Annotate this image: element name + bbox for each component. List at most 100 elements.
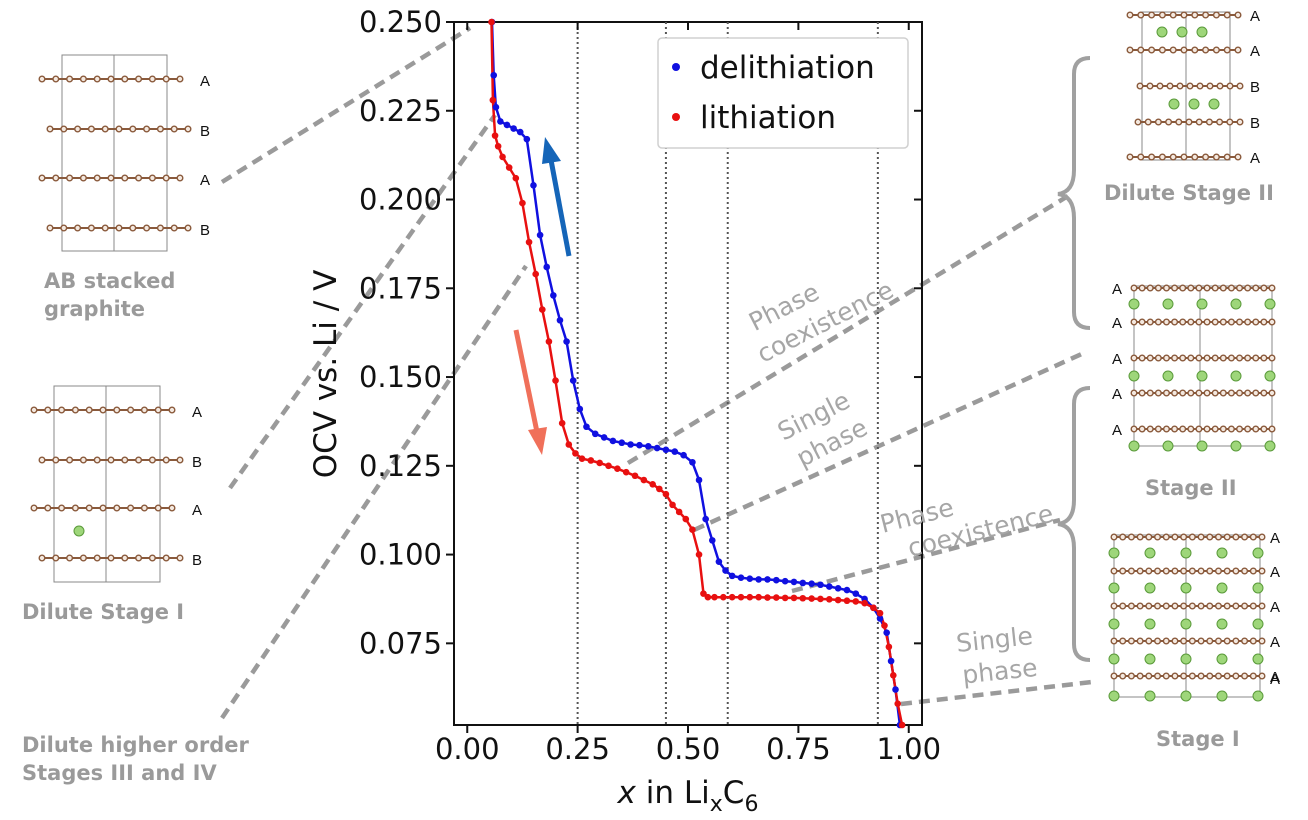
data-point-delithiation (680, 451, 687, 459)
carbon-atom (1187, 354, 1195, 362)
connector-lines (220, 26, 1093, 720)
carbon-atom (1187, 389, 1195, 397)
lithium-atom (1128, 440, 1140, 452)
carbon-atom (1138, 354, 1146, 362)
carbon-atom (1136, 82, 1144, 90)
carbon-atom (1223, 46, 1231, 54)
carbon-atom (162, 456, 170, 464)
data-point-delithiation (516, 128, 524, 136)
carbon-atom (52, 554, 60, 562)
carbon-atom (1211, 425, 1219, 433)
carbon-atom (1146, 425, 1154, 433)
unit-cell (1133, 285, 1273, 447)
ocv-chart: 0.0750.1000.1250.1500.1750.2000.2250.250… (308, 5, 941, 817)
structure-dilute-stage-1: A B A B (30, 385, 202, 583)
carbon-atom (1145, 567, 1153, 575)
caption-dilute-stage-1: Dilute Stage I (22, 600, 184, 624)
lithium-atom (1230, 440, 1242, 452)
unit-cell (1113, 534, 1261, 698)
carbon-atom (170, 224, 178, 232)
carbon-atom (176, 456, 184, 464)
carbon-atom (1110, 637, 1118, 645)
carbon-atom (1203, 389, 1211, 397)
data-point-lithiation (808, 595, 815, 602)
carbon-atom (1130, 425, 1138, 433)
lithium-atom (1144, 547, 1156, 559)
data-point-delithiation (695, 476, 703, 484)
data-point-lithiation (881, 622, 888, 629)
carbon-atom (46, 125, 54, 133)
data-point-delithiation (764, 576, 771, 583)
carbon-atom (1216, 82, 1224, 90)
data-point-delithiation (773, 576, 780, 584)
carbon-atom (1110, 533, 1118, 541)
structure-captions: AB stacked graphite Dilute Stage I Dilut… (22, 181, 1274, 785)
layer-label: A (1112, 386, 1122, 403)
carbon-atom (1130, 389, 1138, 397)
data-point-delithiation (662, 446, 670, 454)
lithium-atom (1196, 440, 1208, 452)
data-point-lithiation (817, 595, 824, 603)
carbon-atom (1244, 318, 1252, 326)
carbon-atom (1203, 318, 1211, 326)
carbon-atom (1206, 672, 1214, 680)
lithium-atom (1144, 618, 1156, 630)
carbon-atom (1180, 567, 1188, 575)
carbon-atom (121, 174, 129, 182)
carbon-atom (46, 224, 54, 232)
carbon-atom (66, 75, 74, 83)
carbon-atom (1130, 318, 1138, 326)
carbon-atom (1206, 637, 1214, 645)
legend-label-delithiation: delithiation (700, 50, 875, 86)
data-point-delithiation (746, 575, 754, 583)
carbon-atom (1212, 153, 1220, 161)
connector-dilute-stage-2 (626, 194, 1070, 465)
data-point-delithiation (569, 377, 577, 384)
carbon-atom (101, 125, 109, 133)
layer-label: A (1270, 634, 1280, 651)
data-point-lithiation (689, 526, 696, 534)
legend-label-lithiation: lithiation (700, 100, 836, 136)
carbon-atom (1252, 354, 1260, 362)
carbon-atom (121, 75, 129, 83)
carbon-atom (79, 75, 87, 83)
carbon-atom (1138, 389, 1146, 397)
data-point-delithiation (583, 423, 590, 431)
carbon-atom (121, 554, 129, 562)
carbon-atom (1154, 672, 1162, 680)
carbon-atom (1226, 118, 1234, 126)
carbon-atom (1162, 318, 1170, 326)
carbon-atom (1191, 11, 1199, 19)
carbon-atom (135, 75, 143, 83)
lithiation-arrow (513, 329, 547, 455)
carbon-atom (184, 125, 192, 133)
carbon-atom (129, 224, 137, 232)
carbon-atom (1137, 11, 1145, 19)
layer-label: A (200, 73, 210, 90)
data-point-delithiation (653, 444, 661, 452)
lithium-atom (1128, 298, 1140, 310)
carbon-atom (71, 504, 79, 512)
carbon-atom (1144, 118, 1152, 126)
carbon-atom (93, 174, 101, 182)
carbon-atom (1162, 425, 1170, 433)
carbon-atom (1260, 354, 1268, 362)
data-point-lithiation (622, 468, 630, 476)
lithium-atom (1252, 582, 1264, 594)
layer-label: B (1250, 115, 1260, 132)
lithium-atom (1108, 547, 1120, 559)
carbon-atom (1119, 672, 1127, 680)
carbon-atom (1126, 153, 1134, 161)
carbon-atom (1180, 153, 1188, 161)
carbon-atom (30, 406, 38, 414)
carbon-atom (1130, 284, 1138, 292)
data-point-delithiation (618, 439, 626, 447)
carbon-atom (1212, 11, 1220, 19)
carbon-atom (1180, 533, 1188, 541)
layer-label: A (1112, 281, 1122, 298)
data-point-delithiation (492, 103, 500, 111)
data-point-delithiation (530, 182, 537, 189)
x-tick-label: 0.00 (435, 732, 500, 766)
lithium-atom (1180, 618, 1192, 630)
data-point-delithiation (722, 567, 729, 574)
